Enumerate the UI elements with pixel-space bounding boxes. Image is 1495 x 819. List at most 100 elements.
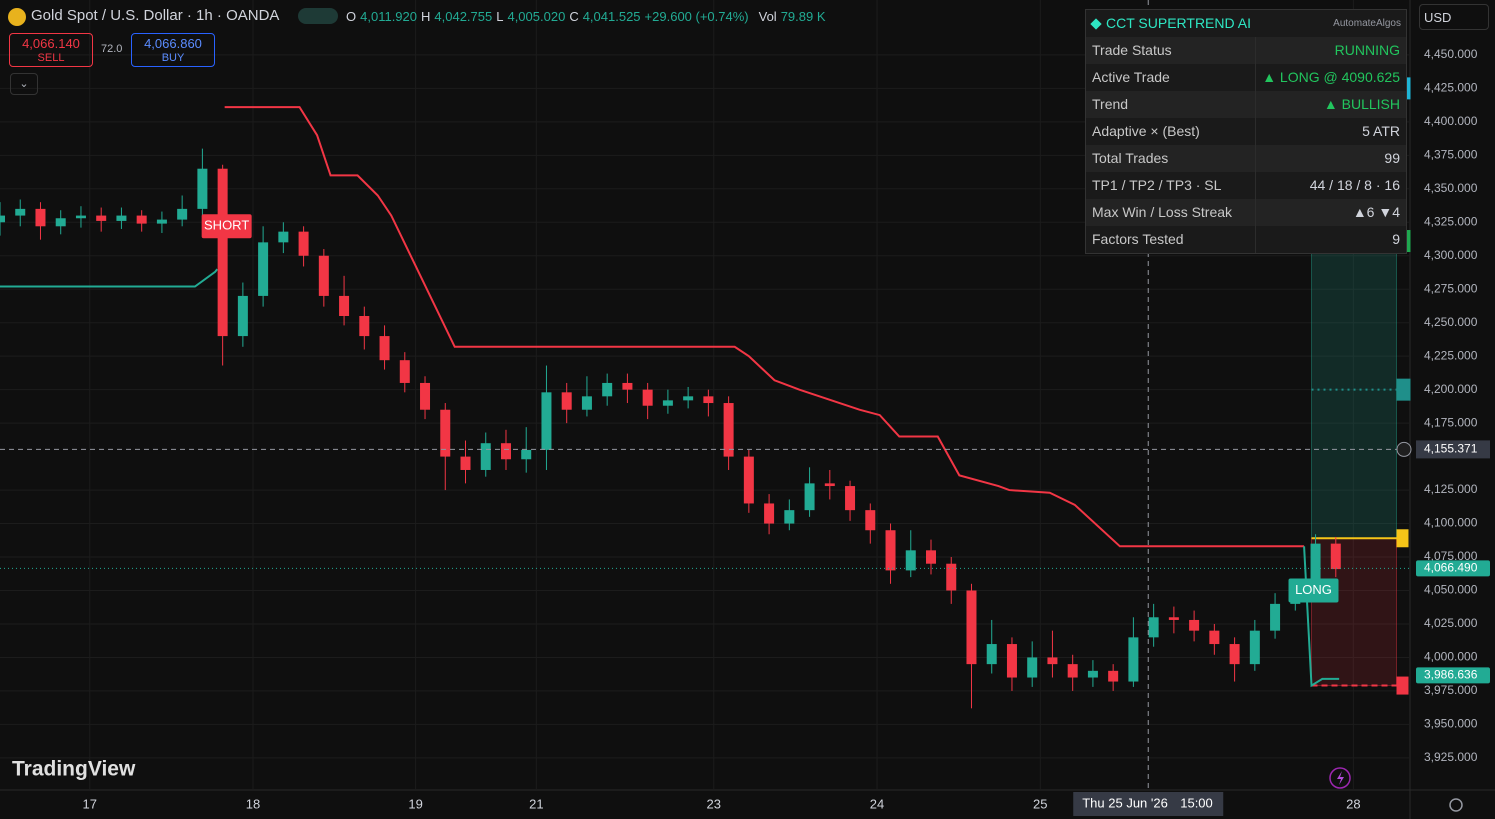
candle-body	[278, 231, 289, 243]
candle-body	[804, 483, 815, 511]
candle-body	[156, 219, 167, 224]
collapse-button[interactable]: ⌄	[10, 73, 38, 95]
loss-zone	[1311, 537, 1398, 687]
alert-icon[interactable]	[1329, 767, 1351, 789]
candle-body	[561, 392, 572, 410]
crosshair-date: Thu 25 Jun '26	[1082, 795, 1168, 810]
candle-body	[521, 449, 532, 460]
candle-body	[602, 382, 613, 397]
row-label: Adaptive × (Best)	[1086, 118, 1256, 145]
panel-title: CCT SUPERTREND AI	[1086, 10, 1251, 37]
crosshair-price-tag	[1416, 440, 1490, 459]
row-label: Max Win / Loss Streak	[1086, 199, 1256, 226]
price-tag-label: 3,986.636	[1424, 668, 1478, 682]
candle-body	[1270, 603, 1281, 631]
candle-body	[703, 396, 714, 404]
row-label: Total Trades	[1086, 145, 1256, 172]
crosshair-date-tag	[1073, 792, 1224, 816]
candle-body	[15, 208, 26, 216]
row-value: ▲ LONG @ 4090.625	[1262, 69, 1400, 85]
candle-body	[420, 382, 431, 410]
grid	[0, 0, 1410, 790]
candle-body	[379, 336, 390, 361]
candle-body	[865, 510, 876, 531]
x-tick-label: 25	[1033, 796, 1047, 811]
candle-body	[0, 215, 5, 223]
candle-body	[75, 215, 86, 219]
candle-body	[339, 295, 350, 316]
y-tick-label: 4,075.000	[1424, 549, 1478, 563]
signal-label: LONG	[1295, 582, 1332, 597]
symbol-icon	[8, 8, 26, 26]
candle-body	[642, 389, 653, 406]
stop-marker	[1396, 676, 1409, 695]
candle-body	[622, 382, 633, 390]
y-tick-label: 3,975.000	[1424, 683, 1478, 697]
x-tick-label: 21	[529, 796, 543, 811]
x-tick-label: 17	[82, 796, 96, 811]
candle-body	[1047, 657, 1058, 665]
y-tick-label: 4,000.000	[1424, 650, 1478, 664]
panel-row: Max Win / Loss Streak ▲6 ▼4	[1086, 199, 1406, 226]
candle-body	[885, 530, 896, 571]
candle-body	[662, 400, 673, 406]
candle-body	[784, 510, 795, 524]
candle-body	[116, 215, 127, 221]
candle-body	[1330, 543, 1341, 570]
signal-label: SHORT	[204, 218, 249, 233]
candle-body	[96, 215, 107, 221]
candle-body	[1148, 617, 1159, 638]
candle-body	[440, 409, 451, 457]
supertrend-line	[0, 268, 219, 288]
price-tag	[1416, 667, 1490, 684]
candle-body	[197, 168, 208, 209]
y-tick-label: 3,925.000	[1424, 750, 1478, 764]
row-label: Trend	[1086, 91, 1256, 118]
ohlc-key: H	[421, 9, 431, 24]
ohlc-key: L	[496, 9, 504, 24]
candle-body	[1087, 670, 1098, 678]
row-label: Active Trade	[1086, 64, 1256, 91]
crosshair-time: 15:00	[1180, 795, 1213, 810]
candle-body	[926, 550, 937, 564]
candle-body	[1209, 630, 1220, 645]
candle-body	[237, 295, 248, 337]
y-tick-label: 3,950.000	[1424, 717, 1478, 731]
candle-body	[1168, 617, 1179, 620]
candle-body	[1310, 543, 1321, 591]
currency-select[interactable]: USD	[1419, 4, 1489, 30]
settings-icon[interactable]	[1449, 798, 1463, 812]
ohlc-value: 4,011.920	[360, 9, 417, 24]
symbol-title[interactable]: Gold Spot / U.S. Dollar · 1h · OANDA	[31, 7, 280, 24]
y-tick-label: 4,225.000	[1424, 348, 1478, 362]
ohlc-value: 4,005.020	[507, 9, 566, 24]
panel-row: Total Trades 99	[1086, 145, 1406, 172]
row-value: 44 / 18 / 8 · 16	[1309, 177, 1400, 193]
panel-row: Adaptive × (Best) 5 ATR	[1086, 118, 1406, 145]
x-tick-label: 24	[870, 796, 884, 811]
y-tick-label: 4,125.000	[1424, 482, 1478, 496]
x-tick-label: 19	[408, 796, 422, 811]
candle-body	[1229, 644, 1240, 665]
candle-body	[683, 396, 694, 401]
y-tick-label: 4,275.000	[1424, 281, 1478, 295]
price-tag-label: 4,066.490	[1424, 561, 1478, 575]
panel-row: Factors Tested 9	[1086, 226, 1406, 253]
panel-header: CCT SUPERTREND AI AutomateAlgos	[1086, 10, 1406, 37]
panel-row: TP1 / TP2 / TP3 · SL 44 / 18 / 8 · 16	[1086, 172, 1406, 199]
y-tick-label: 4,450.000	[1424, 47, 1478, 61]
candle-body	[177, 208, 188, 220]
y-tick-label: 4,350.000	[1424, 181, 1478, 195]
y-tick-label: 4,400.000	[1424, 114, 1478, 128]
buy-button[interactable]: 4,066.860 BUY	[131, 33, 215, 67]
sell-button[interactable]: 4,066.140 SELL	[9, 33, 93, 67]
panel-row: Active Trade ▲ LONG @ 4090.625	[1086, 64, 1406, 91]
candle-body	[581, 396, 592, 410]
candle-body	[217, 168, 228, 337]
y-tick-label: 4,200.000	[1424, 382, 1478, 396]
candle-body	[986, 644, 997, 665]
candle-body	[298, 231, 309, 256]
y-tick-label: 4,375.000	[1424, 147, 1478, 161]
row-label: Factors Tested	[1086, 226, 1256, 253]
strategy-panel: CCT SUPERTREND AI AutomateAlgos Trade St…	[1085, 9, 1407, 254]
